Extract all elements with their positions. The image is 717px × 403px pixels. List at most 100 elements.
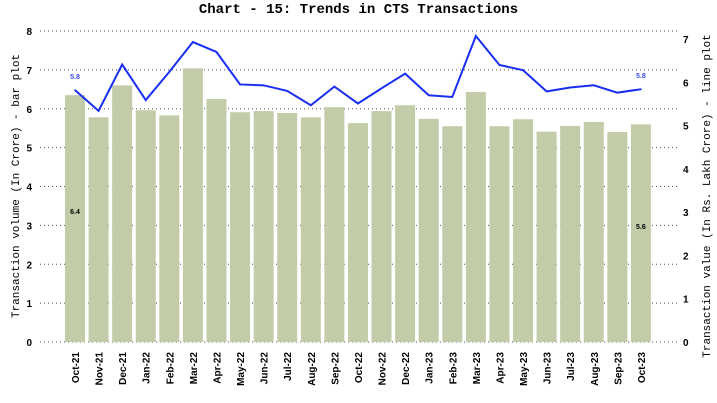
line-point: [262, 84, 265, 87]
line-series: [74, 34, 642, 113]
bar: [630, 124, 651, 342]
y-axis-label: Transaction volume (In Crore) - bar plot: [11, 54, 23, 318]
bar: [347, 123, 368, 342]
y2-tick-label: 7: [683, 35, 689, 46]
line-point: [333, 85, 336, 88]
bar: [112, 85, 133, 343]
y-tick-label: 8: [26, 27, 32, 38]
x-tick-label: Mar-23: [472, 352, 483, 385]
bar: [536, 131, 557, 342]
x-tick-label: Mar-22: [189, 352, 200, 385]
bar: [324, 107, 345, 342]
bar: [277, 113, 298, 343]
x-tick-label: Nov-22: [378, 352, 389, 386]
y2-tick-label: 2: [683, 251, 689, 262]
y-tick-label: 0: [26, 338, 32, 349]
y-tick-label: 7: [26, 66, 32, 77]
y2-axis-label: Transaction value (In Rs. Lakh Crore) - …: [702, 34, 714, 357]
y-tick-label: 5: [26, 144, 32, 155]
bar: [371, 111, 392, 343]
x-tick-label: Nov-21: [95, 352, 106, 386]
line-point: [522, 69, 524, 71]
line-point: [239, 83, 241, 86]
line-point: [404, 72, 406, 75]
line-point: [192, 41, 194, 43]
line-point: [97, 110, 100, 112]
line-point: [475, 35, 477, 37]
line-data-label: 5.8: [70, 74, 80, 81]
x-tick-label: Dec-21: [118, 352, 129, 385]
x-tick-label: Feb-22: [165, 352, 176, 385]
line-point: [545, 90, 548, 93]
line-point: [498, 64, 501, 66]
y-tick-label: 3: [26, 221, 32, 232]
bar: [300, 117, 321, 343]
line-point: [616, 91, 619, 94]
x-tick-label: Jun-22: [260, 352, 271, 385]
bar: [560, 125, 581, 342]
line-data-label: 5.8: [636, 73, 646, 80]
x-tick-label: Oct-23: [637, 352, 648, 384]
line-point: [569, 86, 571, 89]
x-tick-label: Aug-23: [590, 352, 601, 386]
y-tick-label: 6: [26, 105, 32, 116]
line-point: [74, 89, 76, 91]
y-tick-label: 4: [26, 183, 32, 194]
x-tick-label: Aug-22: [307, 352, 318, 386]
y2-tick-label: 0: [683, 338, 689, 349]
x-tick-label: Jan-22: [142, 352, 153, 384]
x-tick-label: Apr-22: [212, 352, 223, 384]
y2-tick-label: 1: [683, 295, 689, 306]
x-tick-label: Apr-23: [495, 352, 506, 384]
x-tick-label: Dec-22: [401, 352, 412, 385]
x-tick-label: Sep-23: [613, 352, 624, 385]
bar-data-label: 5.6: [636, 224, 646, 231]
bar: [230, 112, 251, 342]
x-tick-label: Jun-23: [543, 352, 554, 385]
bar: [583, 121, 604, 342]
y-tick-label: 1: [26, 299, 32, 310]
bar: [182, 68, 203, 342]
y2-tick-label: 3: [683, 208, 689, 219]
line-point: [121, 63, 123, 66]
chart-title: Chart - 15: Trends in CTS Transactions: [198, 2, 519, 18]
x-tick-label: Jul-23: [566, 352, 577, 381]
bar: [159, 115, 180, 342]
x-tick-label: May-23: [519, 352, 530, 386]
line-point: [215, 51, 218, 53]
line-point: [357, 102, 359, 105]
y2-tick-label: 5: [683, 122, 689, 133]
x-tick-label: Feb-23: [448, 352, 459, 385]
bar: [253, 111, 274, 343]
line-point: [168, 71, 171, 73]
line-point: [640, 88, 642, 91]
line-point: [286, 90, 289, 92]
x-tick-label: Oct-22: [354, 352, 365, 384]
bar: [465, 92, 486, 342]
line-point: [380, 87, 383, 90]
x-tick-label: May-22: [236, 352, 247, 386]
y-tick-label: 2: [26, 260, 32, 271]
x-tick-label: Jul-22: [283, 352, 294, 381]
bar: [135, 110, 156, 343]
line-point: [451, 96, 454, 98]
line-point: [592, 84, 595, 87]
bar: [513, 119, 534, 342]
x-tick-label: Sep-22: [330, 352, 341, 385]
line-point: [310, 104, 312, 107]
bar: [607, 132, 628, 342]
x-tick-label: Oct-21: [71, 352, 82, 384]
y2-tick-label: 4: [683, 165, 689, 176]
bar: [395, 105, 416, 342]
line-point: [427, 94, 430, 97]
y2-tick-label: 6: [683, 78, 689, 89]
bar: [442, 126, 463, 343]
bar: [88, 117, 109, 343]
x-tick-label: Jan-23: [425, 352, 436, 384]
bar-data-label: 6.4: [70, 209, 80, 216]
line-point: [144, 99, 147, 101]
bar: [206, 99, 227, 342]
bar: [418, 118, 439, 342]
bar: [489, 126, 510, 343]
